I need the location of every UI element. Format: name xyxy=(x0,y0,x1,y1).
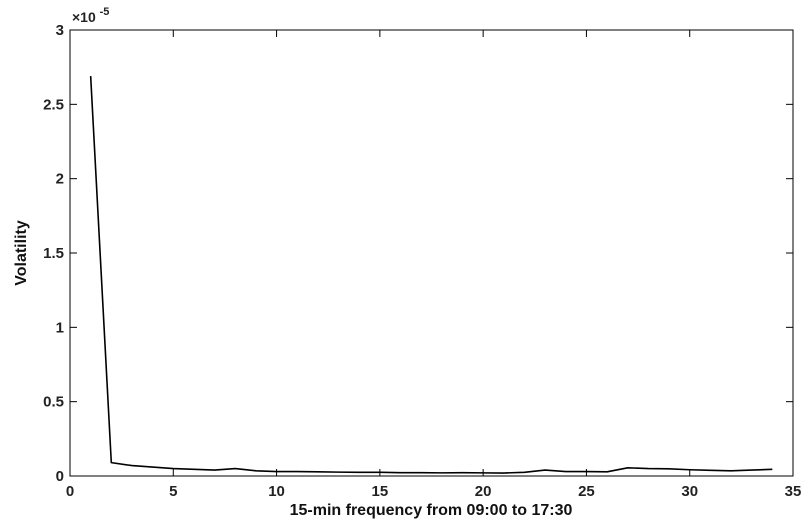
y-axis-multiplier: ×10 -5 xyxy=(72,6,109,25)
x-tick-label: 35 xyxy=(785,483,802,500)
series-layer xyxy=(89,76,773,474)
x-axis-ticks: 0 5 10 15 20 25 30 35 xyxy=(66,30,802,500)
y-axis-multiplier-exponent: -5 xyxy=(100,6,110,18)
series-line xyxy=(89,76,773,474)
y-tick-label: 0.5 xyxy=(43,394,64,411)
x-tick-label: 0 xyxy=(66,483,74,500)
x-tick-label: 25 xyxy=(578,483,595,500)
x-tick-label: 30 xyxy=(681,483,698,500)
x-tick-label: 5 xyxy=(169,483,177,500)
y-tick-label: 3 xyxy=(56,22,64,39)
y-tick-label: 1 xyxy=(56,319,64,336)
y-tick-label: 0 xyxy=(56,468,64,485)
plot-area-background xyxy=(70,30,793,476)
y-axis-multiplier-base: ×10 xyxy=(72,9,96,25)
y-tick-label: 1.5 xyxy=(43,245,64,262)
x-axis-label: 15-min frequency from 09:00 to 17:30 xyxy=(290,502,573,519)
y-tick-label: 2.5 xyxy=(43,96,64,113)
y-tick-label: 2 xyxy=(56,171,64,188)
x-tick-label: 15 xyxy=(372,483,389,500)
plot-frame xyxy=(69,29,794,477)
x-tick-label: 10 xyxy=(268,483,285,500)
y-axis-ticks: 0 0.5 1 1.5 2 2.5 3 xyxy=(43,22,793,485)
x-tick-label: 20 xyxy=(475,483,492,500)
y-axis-label: Volatility xyxy=(13,220,30,286)
